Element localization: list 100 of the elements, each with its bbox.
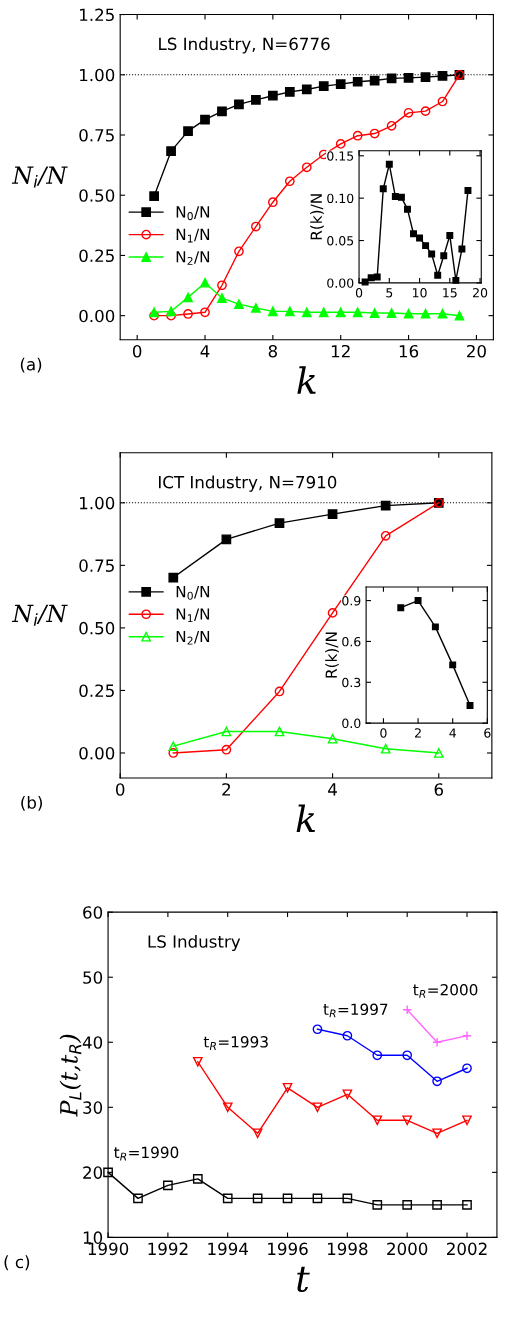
point [437,308,448,319]
y-tick-label: 20 [83,1166,103,1179]
point [433,748,444,758]
point [251,303,261,313]
point [440,252,448,260]
point [402,1050,413,1061]
point [462,1063,472,1074]
legend-label: N$_{2}$/N [176,251,210,265]
point [166,306,176,317]
legend-label: N$_{0}$/N [176,206,210,221]
point [301,84,312,95]
point [192,1056,203,1067]
point [221,534,232,545]
text: (a) [20,357,42,373]
point [312,1193,323,1204]
point [342,1089,353,1100]
point [318,307,329,318]
x-tick-label: 6 [434,783,444,796]
point [414,597,422,605]
point [431,623,439,631]
y-tick-label: 0.25 [79,684,114,698]
legend-label: N$_{0}$/N [176,586,210,600]
x-tick-label: 2 [415,728,421,738]
point [166,146,176,156]
y-axis-title: N$_{i}$/N [11,166,68,188]
y-tick-label: 0.50 [79,621,115,635]
point [449,661,457,669]
y-tick-label: 0.00 [327,278,354,288]
point [200,307,210,318]
text: (b) [21,795,42,811]
point [312,1024,323,1035]
point [274,518,285,528]
point [221,744,232,755]
point [373,273,381,281]
point [432,1200,442,1210]
point [410,230,417,238]
y-tick-label: 0.00 [79,746,115,760]
point [352,76,363,87]
point [342,1030,353,1041]
point [221,726,232,737]
y-tick-label: 0.25 [79,249,114,263]
y-tick-label: 0.05 [327,236,354,246]
text: LS Industry, N=6776 [159,37,330,54]
point [168,572,179,583]
x-tick-label: 1996 [268,1242,308,1256]
y-axis-title: P$_{L}$(t,t$_{R}$) [59,1034,82,1117]
y-axis-title: R(k)/N [310,194,324,240]
point [274,686,285,697]
point [252,1193,263,1204]
point [428,250,436,258]
point [369,308,380,318]
point [462,1200,472,1210]
y-tick-label: 0.9 [342,596,361,606]
point [352,130,363,141]
point [402,1004,413,1015]
y-axis-title: R(k)/N [325,632,339,678]
y-tick-label: 0.75 [79,128,114,142]
point [312,1102,323,1113]
y-tick-label: 1.25 [80,8,114,22]
point [403,73,414,83]
x-tick-label: 2000 [387,1242,428,1256]
point [372,1050,383,1061]
point [464,187,472,195]
point [217,280,227,291]
point [432,1037,442,1048]
point [284,87,295,97]
x-tick-label: 16 [399,344,419,358]
point [402,1115,413,1126]
point [454,310,465,321]
point [222,1102,233,1113]
y-tick-label: 0.15 [327,151,354,161]
x-axis-title: t [297,1266,310,1292]
y-tick-label: 10 [83,1231,103,1244]
x-tick-label: 1990 [88,1242,129,1256]
x-tick-label: 4 [449,728,456,738]
x-tick-label: 1998 [327,1242,368,1256]
x-tick-label: 1994 [208,1242,248,1256]
x-tick-label: 20 [467,344,486,358]
point [386,120,397,131]
x-tick-label: 0 [132,344,142,358]
point [342,1193,353,1204]
y-tick-label: 0.00 [79,309,115,323]
y-tick-label: 40 [82,1036,103,1049]
y-tick-label: 1.00 [80,496,115,510]
point [372,1200,383,1210]
point [437,71,448,81]
y-tick-label: 0.0 [342,718,361,729]
point [422,242,430,250]
x-tick-label: 20 [473,287,488,298]
point [103,1167,113,1178]
x-tick-label: 0 [355,287,363,298]
point [301,162,312,173]
x-tick-label: 0 [380,728,387,738]
point [163,1180,173,1191]
point [267,306,278,317]
x-tick-label: 4 [328,783,337,796]
point [397,193,405,201]
point [372,1115,383,1126]
point [318,81,329,91]
point [420,72,431,83]
